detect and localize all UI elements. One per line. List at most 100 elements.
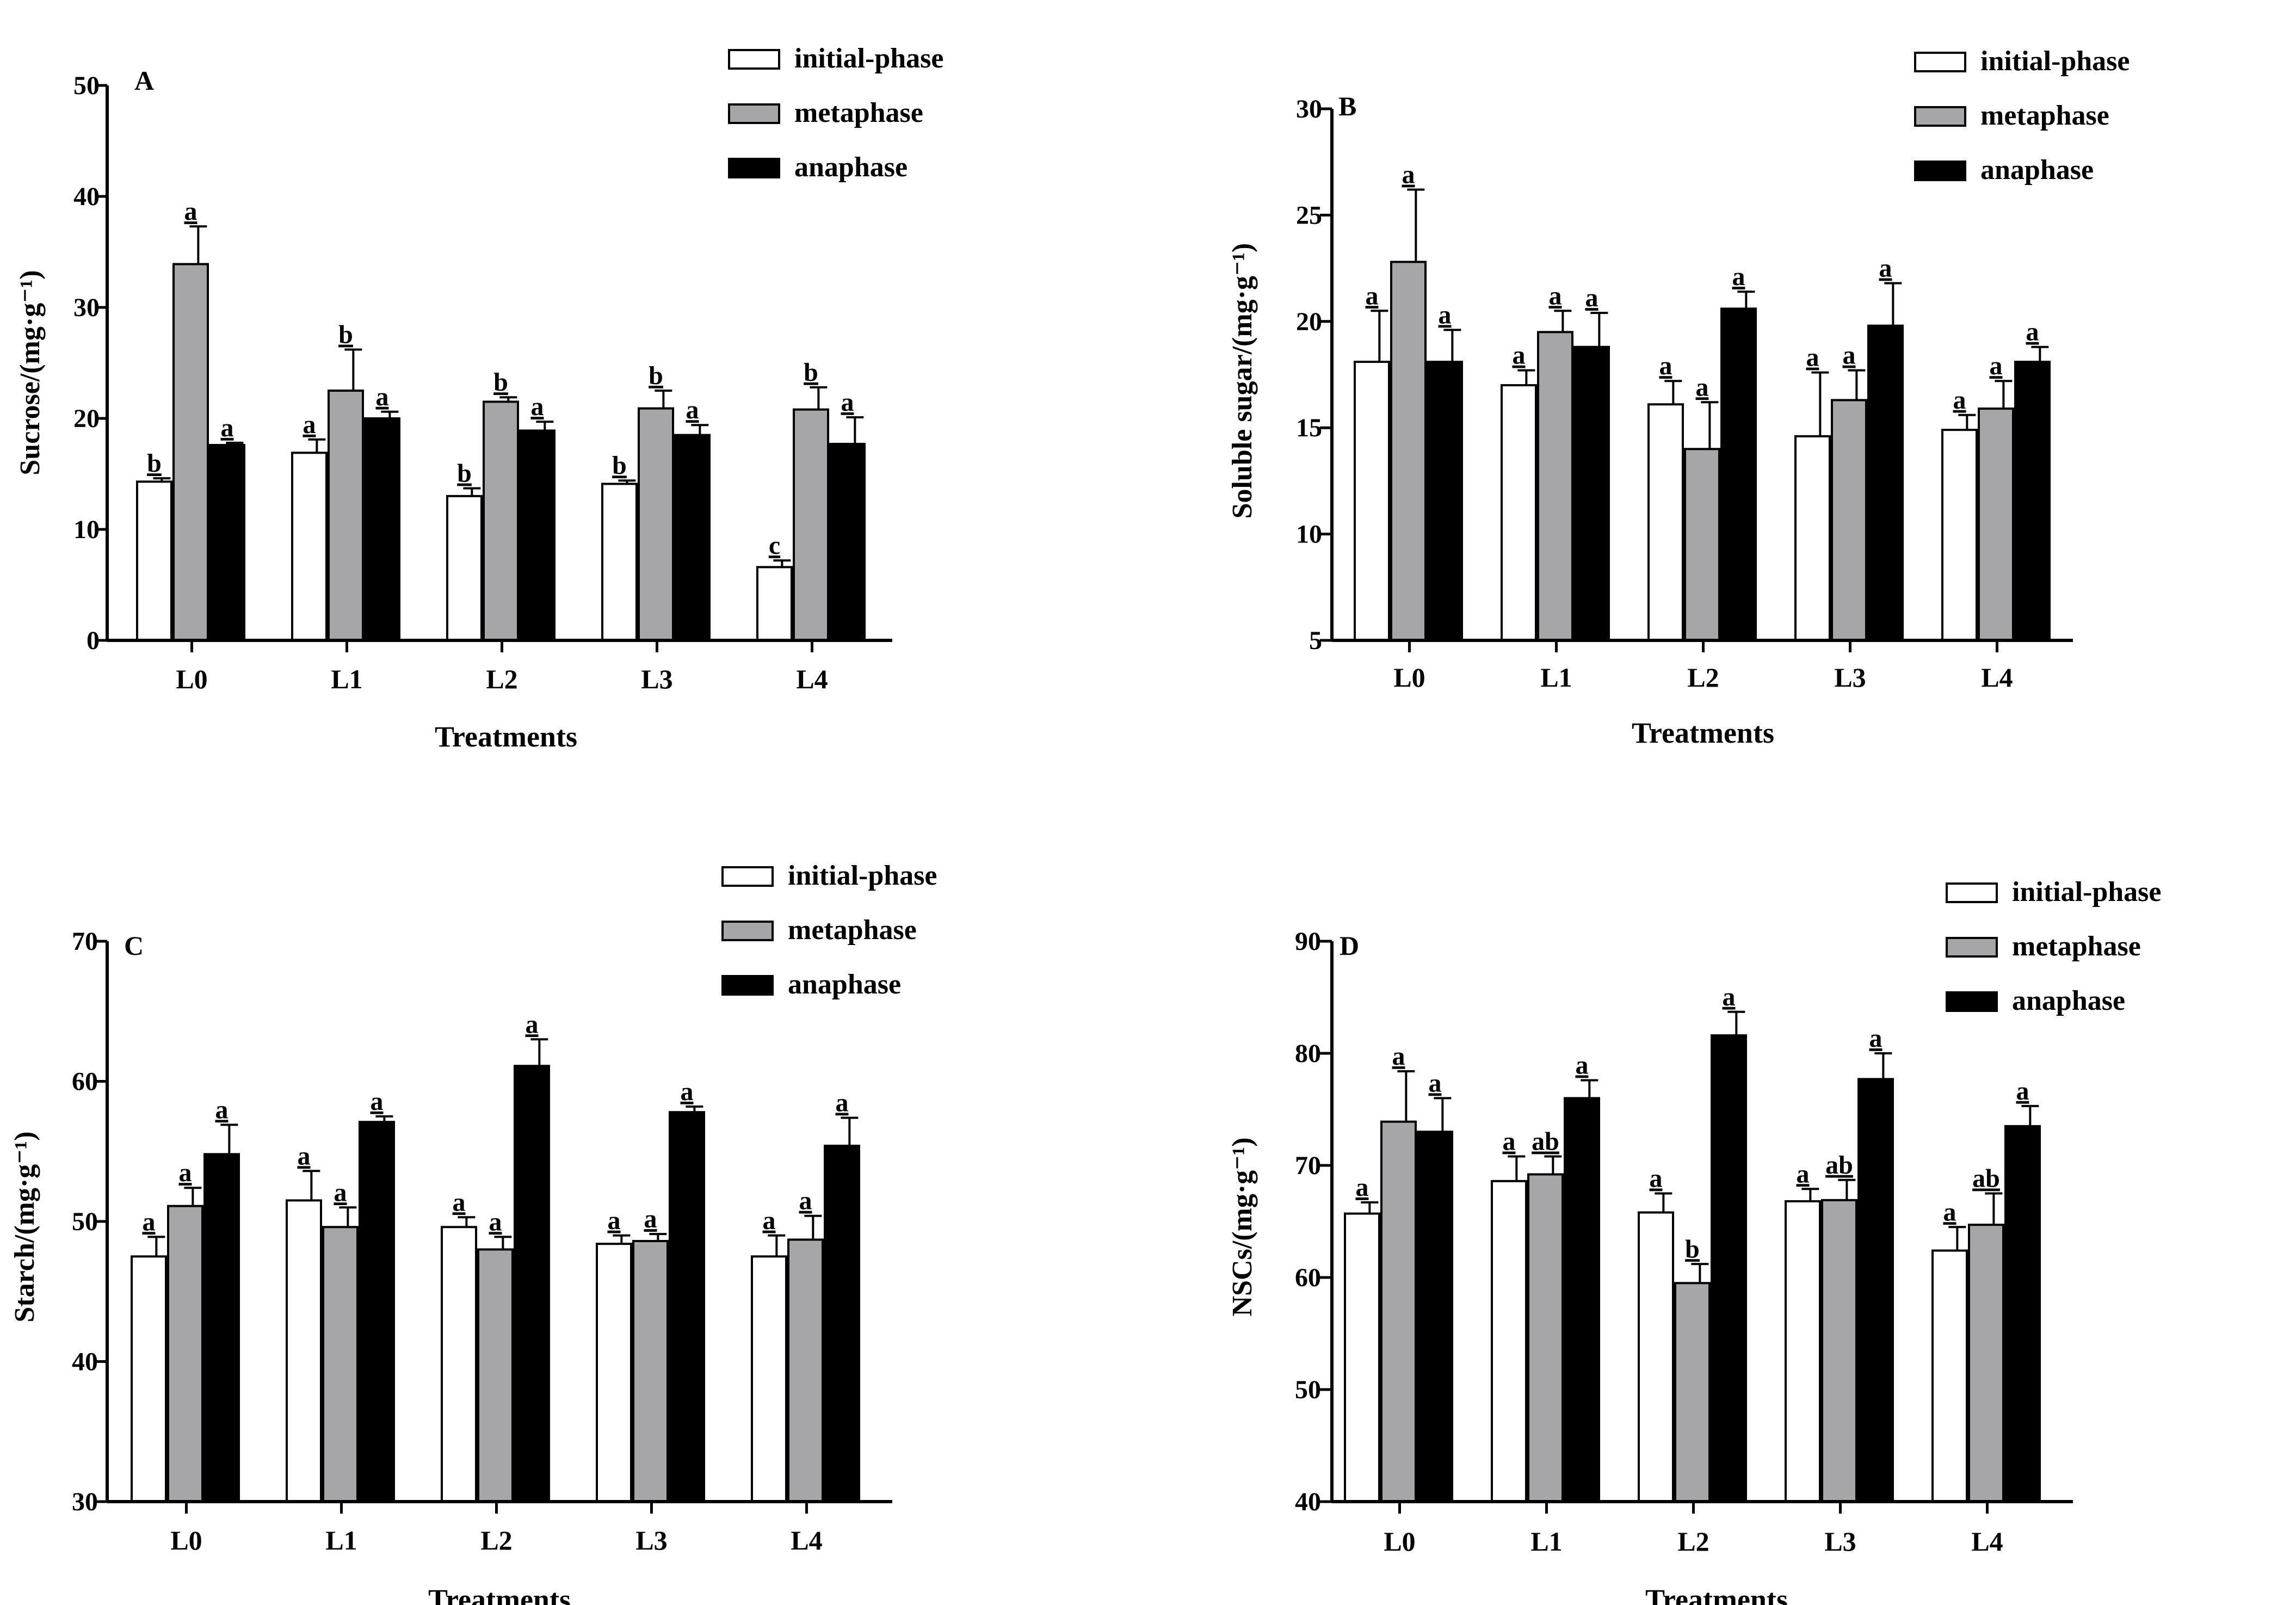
- y-tick-label: 15: [1296, 413, 1322, 442]
- bar-initial-phase-L4: [1931, 1249, 1968, 1503]
- significance-letter: a: [215, 1095, 229, 1124]
- significance-letter: a: [1843, 341, 1856, 370]
- significance-letter: ab: [1972, 1164, 2000, 1193]
- y-tick-label: 25: [1296, 201, 1322, 230]
- significance-letter: a: [1696, 373, 1709, 402]
- y-tick-label: 70: [72, 927, 98, 956]
- x-axis-title: Treatments: [428, 1583, 571, 1605]
- legend-swatch-anaphase: [1914, 160, 1966, 181]
- x-tick-label: L3: [641, 664, 672, 694]
- x-axis-title: Treatments: [435, 720, 577, 753]
- x-tick-label: L3: [635, 1525, 667, 1555]
- significance-letter: a: [1806, 343, 1819, 372]
- significance-letter: a: [836, 1088, 849, 1117]
- x-tick-label: L1: [1530, 1526, 1562, 1557]
- y-axis-title: Soluble sugar/(mg·g⁻¹): [1227, 243, 1258, 519]
- legend-swatch-initial-phase: [1914, 52, 1966, 72]
- bar-initial-phase-L2: [1638, 1211, 1674, 1503]
- x-tick-label: L2: [480, 1525, 512, 1555]
- bar-initial-phase-L2: [441, 1226, 477, 1503]
- significance-letter: a: [1869, 1024, 1883, 1053]
- legend-label: initial-phase: [1980, 46, 2130, 77]
- significance-letter: a: [1797, 1159, 1810, 1188]
- y-tick-label: 60: [1295, 1263, 1321, 1292]
- significance-letter: a: [686, 396, 699, 424]
- panel-label: B: [1338, 91, 1356, 121]
- y-tick-label: 80: [1295, 1039, 1321, 1068]
- bar-anaphase-L1: [1564, 1097, 1600, 1503]
- significance-letter: a: [489, 1207, 502, 1236]
- bar-initial-phase-L1: [291, 452, 328, 641]
- bar-anaphase-L3: [1867, 324, 1904, 641]
- bar-metaphase-L3: [632, 1240, 669, 1503]
- significance-letter: a: [1576, 1051, 1589, 1079]
- significance-letter: a: [1402, 160, 1415, 189]
- bar-metaphase-L1: [1537, 331, 1573, 641]
- y-axis-title: Starch/(mg·g⁻¹): [9, 1131, 40, 1322]
- legend-label: initial-phase: [2012, 876, 2162, 908]
- x-tick-label: L2: [486, 664, 517, 694]
- bar-metaphase-L3: [1821, 1199, 1857, 1503]
- legend-swatch-anaphase: [1946, 991, 1998, 1012]
- significance-letter: a: [644, 1205, 657, 1233]
- significance-letter: a: [1356, 1173, 1369, 1202]
- x-axis-title: Treatments: [1632, 717, 1774, 749]
- bar-metaphase-L0: [1390, 261, 1427, 642]
- significance-letter: a: [334, 1178, 347, 1207]
- significance-letter: b: [493, 368, 508, 397]
- significance-letter: a: [1392, 1042, 1405, 1071]
- significance-letter: a: [1990, 351, 2003, 380]
- significance-letter: b: [338, 320, 353, 349]
- significance-letter: a: [1366, 281, 1379, 310]
- bar-initial-phase-L3: [1794, 435, 1831, 641]
- x-tick-label: L3: [1834, 662, 1866, 693]
- legend-label: initial-phase: [794, 43, 944, 74]
- bar-anaphase-L0: [1427, 361, 1463, 641]
- significance-letter: a: [1650, 1164, 1663, 1193]
- significance-letter: a: [799, 1187, 812, 1215]
- legend-label: anaphase: [2012, 985, 2125, 1016]
- significance-letter: a: [1503, 1127, 1516, 1156]
- bar-anaphase-L3: [1857, 1078, 1894, 1503]
- bar-metaphase-L1: [328, 390, 364, 641]
- bar-metaphase-L0: [1380, 1120, 1417, 1503]
- significance-letter: a: [179, 1158, 192, 1187]
- x-tick-label: L4: [1971, 1526, 2003, 1557]
- x-tick-label: L1: [325, 1525, 357, 1555]
- significance-letter: b: [457, 459, 472, 488]
- bar-metaphase-L2: [1674, 1282, 1711, 1503]
- significance-letter: a: [298, 1141, 311, 1170]
- bar-initial-phase-L3: [596, 1243, 632, 1503]
- x-tick-label: L4: [796, 664, 828, 694]
- legend-swatch-initial-phase: [1946, 882, 1998, 903]
- bar-metaphase-L3: [1831, 399, 1867, 641]
- legend-swatch-anaphase: [728, 158, 780, 178]
- x-tick-label: L0: [1393, 662, 1425, 693]
- bar-anaphase-L1: [359, 1121, 395, 1503]
- significance-letter: a: [221, 413, 234, 442]
- legend-swatch-metaphase: [1946, 937, 1998, 958]
- y-tick-label: 30: [1296, 95, 1322, 124]
- y-tick-label: 10: [1296, 520, 1322, 549]
- significance-letter: ab: [1825, 1151, 1853, 1180]
- y-tick-label: 20: [1296, 307, 1322, 336]
- y-tick-label: 50: [1295, 1375, 1321, 1404]
- legend-label: initial-phase: [788, 860, 937, 891]
- y-tick-label: 50: [72, 1207, 98, 1236]
- significance-letter: a: [531, 392, 544, 421]
- significance-letter: a: [2026, 318, 2039, 347]
- bar-anaphase-L0: [1417, 1131, 1453, 1503]
- bar-anaphase-L3: [669, 1111, 705, 1503]
- y-tick-label: 0: [87, 626, 100, 655]
- significance-letter: a: [1549, 281, 1562, 310]
- significance-letter: a: [1723, 983, 1736, 1011]
- bar-metaphase-L2: [1684, 448, 1720, 642]
- bar-anaphase-L2: [514, 1065, 550, 1503]
- x-tick-label: L1: [331, 664, 362, 694]
- y-tick-label: 30: [73, 293, 100, 322]
- bar-anaphase-L4: [824, 1144, 860, 1503]
